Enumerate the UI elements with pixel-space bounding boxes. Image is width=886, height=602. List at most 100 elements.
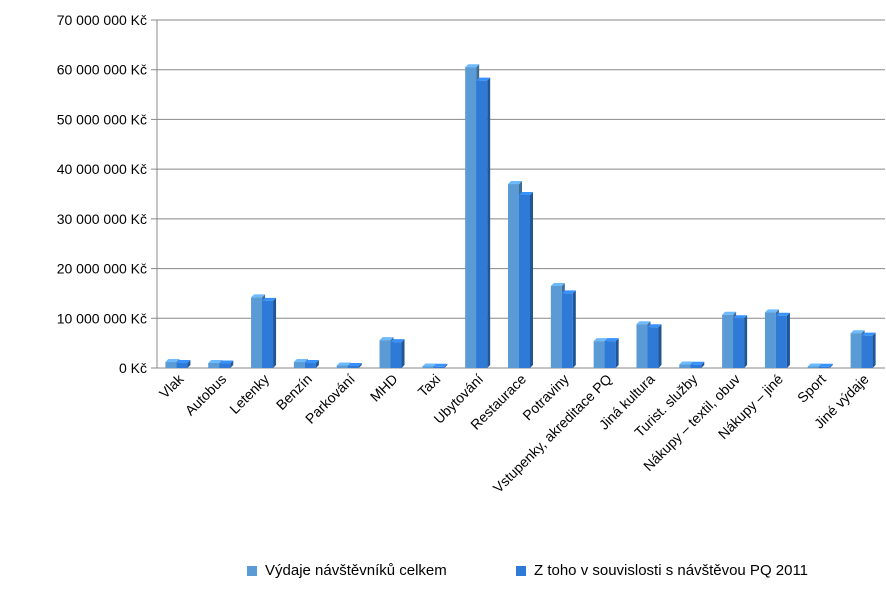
y-tick-label: 0 Kč <box>119 360 147 376</box>
bar-2 <box>347 363 362 368</box>
bar-front <box>508 184 519 368</box>
bar-top <box>476 77 491 81</box>
bar-front <box>850 333 862 368</box>
bar-top <box>722 311 737 315</box>
legend-swatch-series-1 <box>247 565 257 576</box>
x-tick-label: Taxi <box>415 371 444 400</box>
x-tick-label: MHD <box>367 371 401 405</box>
bar-front <box>262 300 274 368</box>
bar-side <box>530 191 533 368</box>
legend-item-series-1: Výdaje návštěvníků celkem <box>247 562 447 579</box>
bar-front <box>807 366 819 368</box>
bar-front <box>176 363 188 368</box>
bar-front <box>604 341 616 368</box>
bar-top <box>690 361 705 365</box>
bar-side <box>315 360 319 368</box>
x-tick-label: Vlak <box>156 370 187 401</box>
bar-top <box>775 312 790 316</box>
bar-front <box>690 364 702 368</box>
bar-top <box>636 321 651 325</box>
bar-front <box>293 362 305 368</box>
bar-front <box>219 363 231 368</box>
x-tick-label: Sport <box>794 371 829 406</box>
bar-front <box>722 314 734 368</box>
legend-label-series-2: Z toho v souvislosti s návštěvou PQ 2011 <box>534 562 809 579</box>
bar-top <box>818 363 833 367</box>
bar-front <box>465 67 477 368</box>
bar-side <box>872 332 876 368</box>
bar-front <box>379 340 391 368</box>
bar-side <box>744 315 748 368</box>
bar-top <box>519 191 533 195</box>
y-tick-label: 70 000 000 Kč <box>57 12 147 28</box>
bar-top <box>679 361 694 365</box>
bar-top <box>251 294 266 298</box>
bar-2 <box>176 360 191 368</box>
bar-top <box>733 315 748 319</box>
bar-side <box>230 360 234 368</box>
bar-2 <box>476 77 491 368</box>
y-tick-label: 40 000 000 Kč <box>57 161 147 177</box>
bar-top <box>422 363 437 367</box>
legend-label-series-1: Výdaje návštěvníků celkem <box>265 562 447 579</box>
bar-top <box>561 290 576 294</box>
bar-2 <box>561 290 576 368</box>
bar-side <box>487 77 491 368</box>
bar-side <box>615 338 619 368</box>
bar-top <box>861 332 876 336</box>
bar-front <box>647 327 659 368</box>
bar-top <box>336 362 351 366</box>
bar-top <box>807 363 822 367</box>
bar-front <box>336 365 348 368</box>
bar-top <box>219 360 234 364</box>
bar-front <box>422 366 434 368</box>
bar-side <box>572 290 576 368</box>
bar-front <box>593 341 605 368</box>
bar-side <box>273 297 277 368</box>
bar-side <box>401 339 405 368</box>
bar-front <box>433 366 445 368</box>
y-tick-label: 60 000 000 Kč <box>57 62 147 78</box>
legend-item-series-2: Z toho v souvislosti s návštěvou PQ 2011 <box>516 562 808 579</box>
bar-top <box>850 330 865 334</box>
bar-2 <box>262 297 277 368</box>
bar-2 <box>690 361 705 368</box>
bar-top <box>593 338 608 342</box>
bar-2 <box>733 315 748 368</box>
bar-2 <box>390 339 405 368</box>
bar-front <box>165 362 177 368</box>
bar-side <box>786 312 790 368</box>
bar-front <box>519 194 530 368</box>
bar-chart: 0 Kč 10 000 000 Kč 20 000 000 Kč 30 000 000… <box>57 12 885 496</box>
y-tick-label: 50 000 000 Kč <box>57 111 147 127</box>
bar-front <box>764 312 776 368</box>
bar-2 <box>519 191 533 368</box>
bar-top <box>647 324 662 328</box>
bar-top <box>465 64 480 68</box>
bar-2 <box>304 360 319 368</box>
x-tick-label: Autobus <box>182 371 230 419</box>
bar-front <box>561 293 573 368</box>
bar-front <box>861 335 873 368</box>
bar-front <box>775 315 787 368</box>
bar-side <box>701 361 705 368</box>
bar-front <box>347 366 359 368</box>
bar-top <box>176 360 191 364</box>
bar-top <box>208 360 223 364</box>
x-tick-label: Letenky <box>226 371 272 417</box>
bar-2 <box>818 363 833 368</box>
bar-2 <box>219 360 234 368</box>
bar-front <box>390 342 402 368</box>
bar-top <box>379 337 394 341</box>
bar-2 <box>647 324 662 368</box>
bar-top <box>433 363 448 367</box>
bar-side <box>444 363 448 368</box>
bar-front <box>208 363 220 368</box>
bar-2 <box>861 332 876 368</box>
bar-front <box>733 318 745 368</box>
legend-swatch-series-2 <box>516 565 526 576</box>
bar-2 <box>433 363 448 368</box>
bar-side <box>829 363 833 368</box>
bars <box>165 64 876 368</box>
y-tick-label: 20 000 000 Kč <box>57 261 147 277</box>
